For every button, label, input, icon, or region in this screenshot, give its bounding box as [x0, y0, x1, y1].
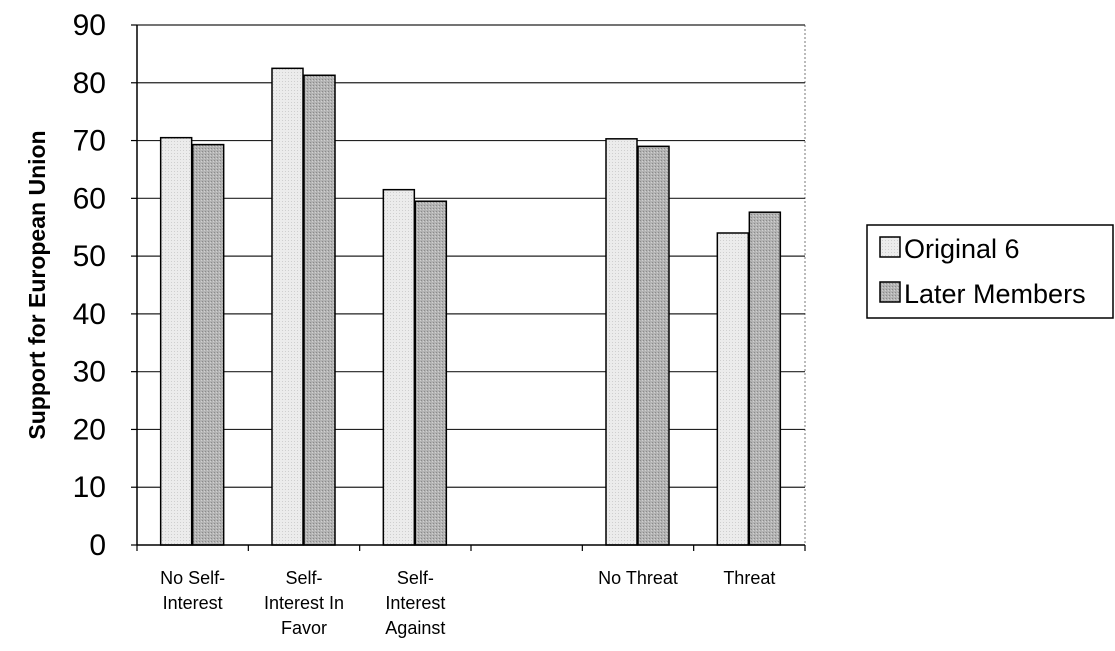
- x-tick-label: No Self-Interest: [160, 568, 225, 613]
- bar-original-6: [716, 232, 750, 546]
- legend-box: [866, 224, 1114, 319]
- y-tick-label: 20: [73, 413, 106, 446]
- x-tick-label: Self-Interest Against: [385, 568, 445, 638]
- y-tick-label: 40: [73, 298, 106, 331]
- bar-later-members: [637, 145, 670, 546]
- y-tick-label: 10: [73, 471, 106, 504]
- y-axis-ticks: 0 10 20 30 40 50 60 70 80 90: [73, 9, 137, 562]
- bar-original-6: [159, 136, 193, 546]
- x-tick-label: No Threat: [598, 568, 678, 588]
- bar-later-members: [303, 74, 336, 546]
- y-tick-label: 90: [73, 9, 106, 42]
- plot-area: [136, 24, 806, 546]
- bar-original-6: [271, 67, 304, 546]
- gridlines: [137, 24, 805, 488]
- y-tick-label: 0: [89, 529, 106, 562]
- bar-original-6: [605, 138, 638, 546]
- y-tick-label: 80: [73, 67, 106, 100]
- bar-later-members: [748, 211, 782, 546]
- y-tick-label: 70: [73, 125, 106, 158]
- y-tick-label: 60: [73, 182, 106, 215]
- bars: [159, 67, 782, 546]
- bar-later-members: [191, 143, 225, 546]
- legend-label: Original 6: [904, 234, 1020, 264]
- legend-swatch: [879, 236, 901, 258]
- x-tick-label: Self-Interest In Favor: [264, 568, 344, 638]
- y-axis-label: Support for European Union: [24, 130, 50, 439]
- bar-original-6: [382, 188, 416, 546]
- legend-label: Later Members: [904, 279, 1086, 309]
- x-tick-label: Threat: [723, 568, 775, 588]
- x-axis-ticks: No Self-Interest Self-Interest In Favor Sel…: [160, 568, 775, 638]
- legend: Original 6 Later Members: [866, 224, 1114, 319]
- bar-later-members: [414, 200, 448, 546]
- axes: [136, 25, 806, 551]
- y-tick-label: 50: [73, 240, 106, 273]
- y-tick-label: 30: [73, 356, 106, 389]
- plot-frame: [136, 24, 806, 546]
- legend-swatch: [879, 281, 901, 303]
